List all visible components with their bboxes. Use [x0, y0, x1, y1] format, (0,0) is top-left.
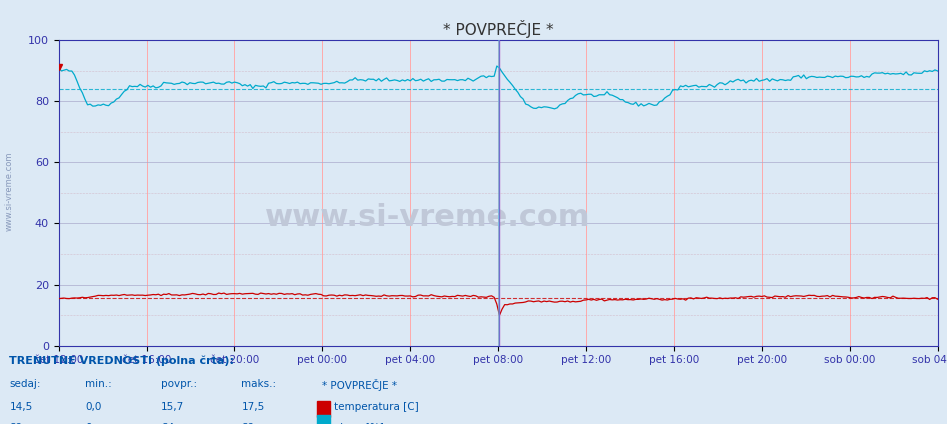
Bar	[317, 401, 330, 417]
Text: temperatura [C]: temperatura [C]	[334, 402, 419, 413]
Text: maks.:: maks.:	[241, 379, 277, 389]
Text: vlaga [%]: vlaga [%]	[334, 423, 384, 424]
Text: 17,5: 17,5	[241, 402, 265, 413]
Text: www.si-vreme.com: www.si-vreme.com	[5, 151, 14, 231]
Text: 84: 84	[161, 423, 174, 424]
Text: sedaj:: sedaj:	[9, 379, 41, 389]
Text: min.:: min.:	[85, 379, 112, 389]
Text: 89: 89	[241, 423, 255, 424]
Text: 89: 89	[9, 423, 23, 424]
Text: povpr.:: povpr.:	[161, 379, 197, 389]
Text: 14,5: 14,5	[9, 402, 33, 413]
Text: 0,0: 0,0	[85, 402, 101, 413]
Text: www.si-vreme.com: www.si-vreme.com	[265, 203, 591, 232]
Text: 15,7: 15,7	[161, 402, 185, 413]
Bar	[317, 416, 330, 424]
Text: TRENUTNE VREDNOSTI (polna črta):: TRENUTNE VREDNOSTI (polna črta):	[9, 355, 235, 366]
Text: 0: 0	[85, 423, 92, 424]
Title: * POVPREČJE *: * POVPREČJE *	[443, 20, 553, 38]
Text: * POVPREČJE *: * POVPREČJE *	[322, 379, 397, 391]
